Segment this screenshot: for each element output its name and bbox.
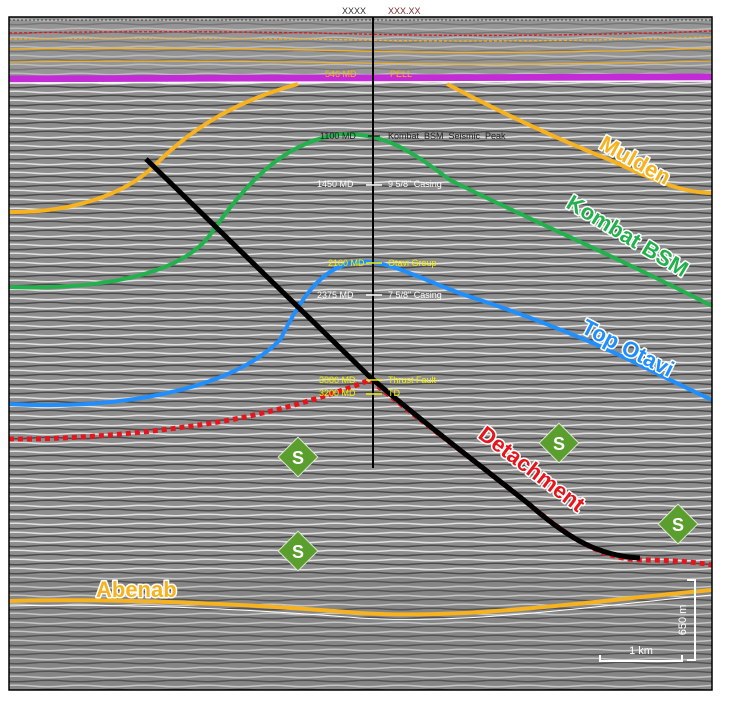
purple-label: PELL [390, 69, 412, 79]
shallow-horizons [9, 19, 712, 65]
svg-text:S: S [292, 448, 304, 468]
abenab-label: Abenab [96, 577, 177, 602]
thrust-md: 3086 MD [319, 375, 356, 385]
otavi-md: 2100 MD [328, 258, 365, 268]
svg-text:S: S [672, 515, 684, 535]
casing2-label: 7 5/8" Casing [388, 290, 442, 300]
otavi-horizon [8, 259, 713, 408]
casing1-label: 9 5/8" Casing [388, 179, 442, 189]
thrust-label: Thrust Fault [388, 375, 437, 385]
salt-marker-4: S [277, 530, 319, 572]
svg-text:S: S [292, 542, 304, 562]
td-md: 3200 MD [319, 388, 356, 398]
thrust-fault [144, 157, 641, 561]
section-frame [8, 16, 713, 691]
purple-horizon [8, 73, 713, 83]
svg-text:S: S [553, 434, 565, 454]
well-annotations: XXXX XXX.XX 546 MD PELL 1100 MD Kombat_B… [317, 6, 506, 398]
salt-marker-3: S [657, 503, 699, 545]
salt-marker-2: S [538, 422, 580, 464]
kombat-label: Kombat_BSM_Seismic_Peak [388, 131, 506, 141]
scale-horizontal: 1 km [629, 645, 653, 657]
kombat-md: 1100 MD [320, 131, 356, 141]
well-top-md: XXXX [342, 6, 366, 16]
casing1-md: 1450 MD [317, 179, 354, 189]
otavi-label: Otavi Group [388, 258, 437, 268]
scale-bars: 1 km 650 m [599, 579, 696, 662]
salt-markers: S S S S [277, 422, 699, 572]
kombat-horizon [8, 132, 713, 308]
casing2-md: 2375 MD [317, 290, 354, 300]
abenab-horizon [8, 588, 713, 617]
well-top-label: XXX.XX [388, 6, 421, 16]
scale-vertical: 650 m [677, 605, 689, 636]
td-label: TD [388, 388, 400, 398]
purple-md: 546 MD [325, 69, 357, 79]
seismic-texture [9, 17, 712, 690]
salt-marker-1: S [277, 436, 319, 478]
